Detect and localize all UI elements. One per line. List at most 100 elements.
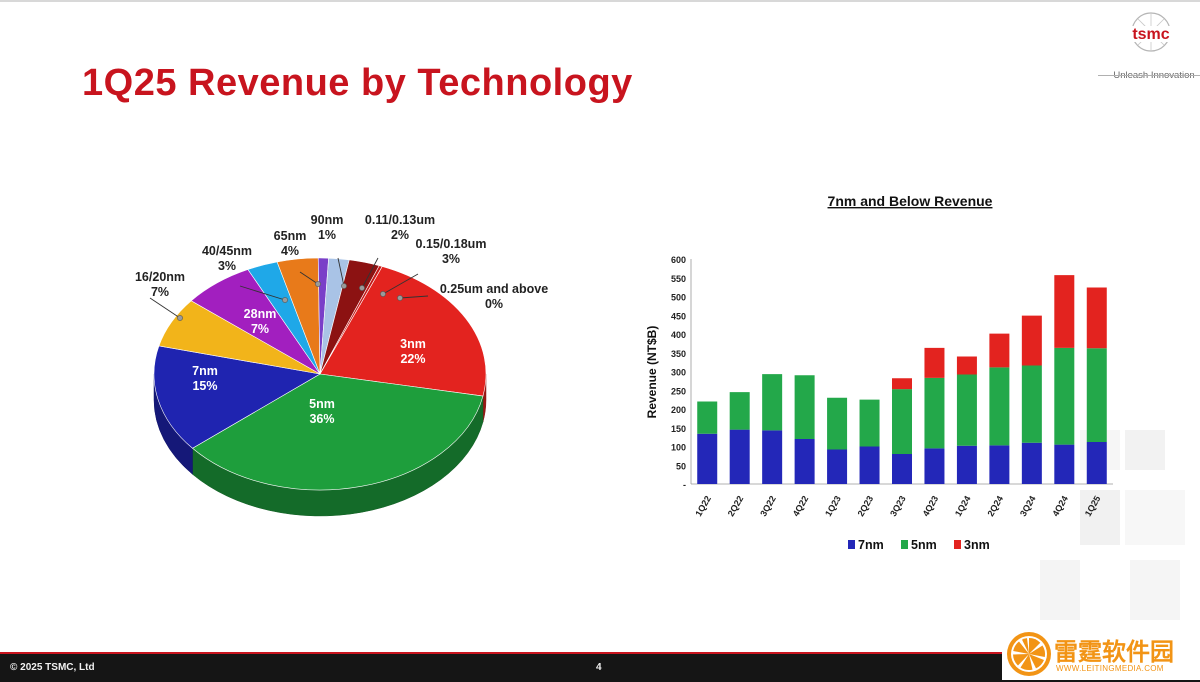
pie-label-name-3: 16/20nm bbox=[135, 270, 185, 284]
x-tick-4Q24: 4Q24 bbox=[1050, 494, 1070, 518]
pie-label-value-1: 36% bbox=[309, 412, 334, 426]
pie-label-value-8: 2% bbox=[391, 228, 409, 242]
y-tick-12: 600 bbox=[671, 255, 686, 265]
pie-label-name-8: 0.11/0.13um bbox=[365, 213, 435, 227]
y-tick-11: 550 bbox=[671, 274, 686, 284]
bar-3nm-1Q25 bbox=[1086, 287, 1107, 349]
pie-label-value-2: 15% bbox=[192, 379, 217, 393]
pie-leader-dot-5 bbox=[282, 297, 288, 303]
bar-5nm-3Q23 bbox=[892, 389, 912, 454]
bar-5nm-1Q24 bbox=[956, 374, 977, 446]
pie-label-value-4: 7% bbox=[251, 322, 269, 336]
bar-5nm-4Q23 bbox=[924, 377, 945, 449]
y-tick-10: 500 bbox=[671, 293, 686, 303]
pie-label-6: 65nm 4% bbox=[274, 229, 307, 258]
pie-label-4: 28nm 7% bbox=[244, 307, 277, 336]
watermark-text: 雷霆软件园 bbox=[1054, 638, 1174, 666]
pie-label-value-9: 3% bbox=[442, 252, 460, 266]
y-tick-8: 400 bbox=[671, 330, 686, 340]
bar-5nm-4Q22 bbox=[794, 375, 815, 439]
bar-7nm-1Q22 bbox=[697, 433, 718, 484]
x-tick-3Q22: 3Q22 bbox=[758, 494, 778, 518]
legend-swatch-5nm bbox=[901, 540, 908, 549]
x-tick-3Q23: 3Q23 bbox=[888, 494, 908, 518]
x-tick-1Q24: 1Q24 bbox=[953, 494, 973, 518]
bar-7nm-4Q23 bbox=[924, 448, 945, 484]
y-tick-0: - bbox=[683, 480, 686, 490]
pie-slices bbox=[153, 257, 487, 491]
pie-label-name-9: 0.15/0.18um bbox=[416, 237, 487, 251]
x-tick-4Q22: 4Q22 bbox=[791, 494, 811, 518]
bar-3nm-3Q23 bbox=[892, 378, 912, 390]
pie-leader-dot-9 bbox=[380, 291, 386, 297]
bar-5nm-1Q25 bbox=[1086, 348, 1107, 442]
pie-label-name-0: 3nm bbox=[400, 337, 426, 351]
bar-7nm-3Q22 bbox=[762, 430, 783, 484]
bar-5nm-3Q22 bbox=[762, 374, 783, 431]
pie-leader-7 bbox=[337, 257, 345, 287]
bar-5nm-2Q22 bbox=[729, 392, 750, 430]
bar-chart-xticks: 1Q22 2Q22 3Q22 4Q22 1Q23 2Q23 3Q23 4Q23 1Q24 2Q24… bbox=[693, 494, 1102, 518]
bar-5nm-2Q24 bbox=[989, 367, 1010, 446]
x-tick-1Q25: 1Q25 bbox=[1083, 494, 1103, 518]
pie-slice-1 bbox=[191, 373, 484, 491]
x-tick-1Q22: 1Q22 bbox=[693, 494, 713, 518]
x-tick-2Q24: 2Q24 bbox=[985, 494, 1005, 518]
pie-label-9: 0.15/0.18um 3% bbox=[416, 237, 487, 266]
pie-label-value-0: 22% bbox=[400, 352, 425, 366]
y-tick-5: 250 bbox=[671, 386, 686, 396]
bar-5nm-1Q22 bbox=[697, 401, 718, 434]
bar-3nm-4Q24 bbox=[1054, 275, 1075, 348]
pie-label-name-2: 7nm bbox=[192, 364, 218, 378]
footer-copyright: © 2025 TSMC, Ltd bbox=[10, 662, 95, 673]
watermark-url: WWW.LEITINGMEDIA.COM bbox=[1056, 664, 1164, 673]
x-tick-2Q23: 2Q23 bbox=[856, 494, 876, 518]
legend-label-5nm: 5nm bbox=[911, 538, 937, 552]
pie-label-name-10: 0.25um and above bbox=[440, 282, 548, 296]
page-number: 4 bbox=[596, 662, 602, 673]
pie-label-5: 40/45nm 3% bbox=[202, 244, 252, 273]
pie-label-value-6: 4% bbox=[281, 244, 299, 258]
legend-label-3nm: 3nm bbox=[964, 538, 990, 552]
pie-label-value-3: 7% bbox=[151, 285, 169, 299]
bar-3nm-3Q24 bbox=[1021, 315, 1042, 366]
pie-label-10: 0.25um and above 0% bbox=[440, 282, 548, 311]
bar-5nm-2Q23 bbox=[859, 399, 880, 447]
bar-7nm-3Q24 bbox=[1021, 442, 1042, 484]
pie-label-name-4: 28nm bbox=[244, 307, 277, 321]
y-tick-2: 100 bbox=[671, 443, 686, 453]
pie-leader-5 bbox=[239, 285, 286, 301]
bar-7nm-1Q25 bbox=[1086, 442, 1107, 484]
bar-7nm-3Q23 bbox=[892, 454, 912, 484]
pie-labels: 3nm 22%5nm 36%7nm 15%16/20nm 7%28nm 7%40/45nm… bbox=[135, 213, 548, 426]
legend-label-7nm: 7nm bbox=[858, 538, 884, 552]
pie-leader-dot-10 bbox=[397, 295, 403, 301]
pie-leader-dot-3 bbox=[177, 315, 183, 321]
bar-7nm-1Q24 bbox=[956, 445, 977, 484]
top-rule bbox=[0, 0, 1200, 2]
watermark-orange-icon bbox=[1007, 632, 1051, 676]
pie-label-name-1: 5nm bbox=[309, 397, 335, 411]
pie-leader-10 bbox=[399, 295, 429, 299]
watermark: 雷霆软件园 WWW.LEITINGMEDIA.COM bbox=[1002, 628, 1200, 680]
bar-7nm-2Q22 bbox=[729, 429, 750, 484]
y-tick-7: 350 bbox=[671, 349, 686, 359]
bar-chart-title: 7nm and Below Revenue bbox=[828, 193, 993, 209]
bar-chart-legend: 7nm 5nm 3nm bbox=[848, 538, 990, 552]
slide-footer: © 2025 TSMC, Ltd 4 bbox=[0, 652, 1200, 682]
bar-7nm-4Q24 bbox=[1054, 444, 1075, 484]
logo-rule bbox=[1098, 75, 1200, 76]
y-tick-9: 450 bbox=[671, 311, 686, 321]
pie-label-name-7: 90nm bbox=[311, 213, 344, 227]
pie-leader-dot-8 bbox=[359, 285, 365, 291]
y-tick-3: 150 bbox=[671, 424, 686, 434]
pie-slice-2 bbox=[153, 345, 321, 449]
pie-leader-dot-7 bbox=[341, 283, 347, 289]
pie-label-1: 5nm 36% bbox=[309, 397, 335, 426]
pie-label-7: 90nm 1% bbox=[311, 213, 344, 242]
pie-label-value-10: 0% bbox=[485, 297, 503, 311]
pie-label-8: 0.11/0.13um 2% bbox=[365, 213, 435, 242]
pie-label-name-5: 40/45nm bbox=[202, 244, 252, 258]
